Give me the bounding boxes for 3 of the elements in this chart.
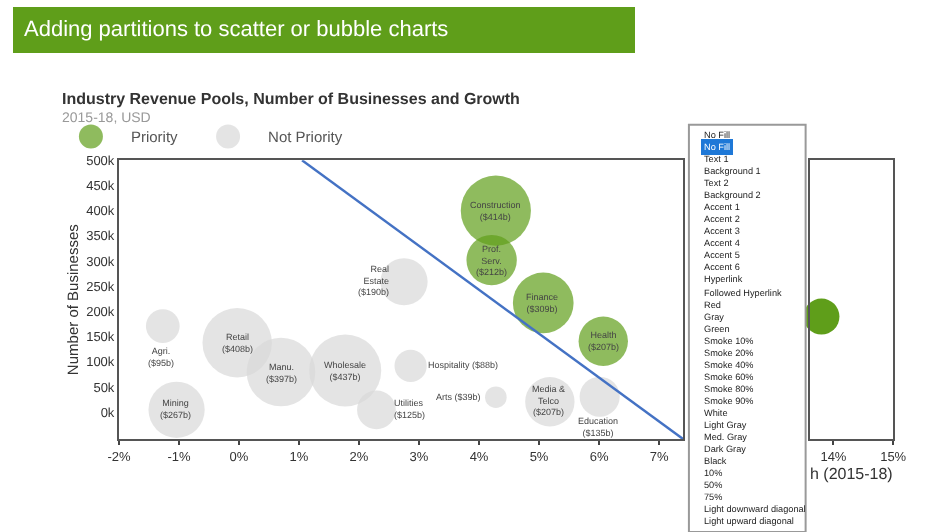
x-axis-title: h (2015-18)	[809, 464, 894, 483]
chart-title: Industry Revenue Pools, Number of Businesses and Growth	[62, 90, 521, 108]
text: Adding partitions to scatter or bubble charts	[24, 18, 450, 42]
